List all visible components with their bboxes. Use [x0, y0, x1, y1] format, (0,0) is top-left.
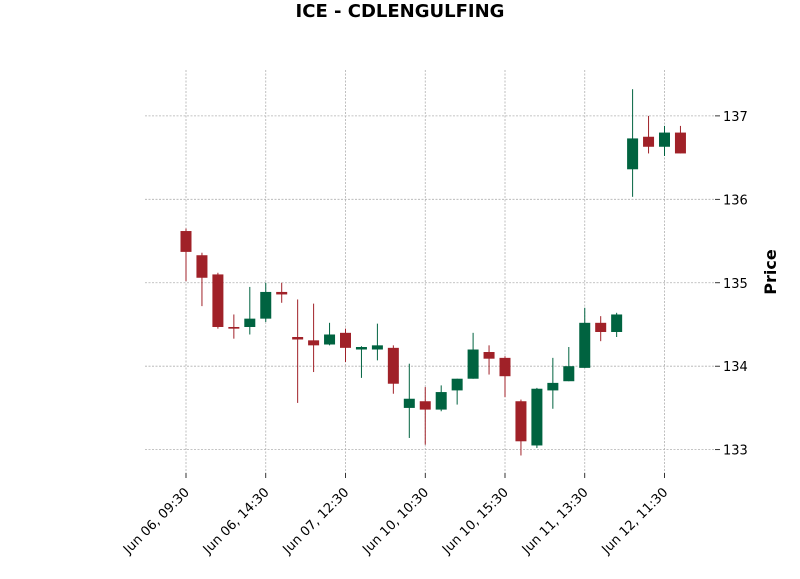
grid-layer: [145, 70, 715, 473]
candle: [579, 307, 591, 368]
candle: [659, 125, 670, 156]
candle-layer: [180, 89, 686, 456]
candle: [483, 345, 495, 375]
x-tick-label: Jun 07, 12:30: [280, 485, 353, 558]
x-tick-label: Jun 06, 09:30: [120, 485, 193, 558]
candle: [292, 299, 304, 403]
candle: [196, 252, 208, 307]
candle-body: [308, 340, 320, 346]
candle: [419, 387, 431, 445]
candle: [387, 345, 399, 394]
candle: [228, 314, 240, 339]
x-tick-label: Jun 06, 14:30: [200, 485, 273, 558]
candle-body: [244, 318, 256, 327]
candle-body: [419, 401, 431, 410]
candle-body: [515, 401, 527, 442]
candle-body: [467, 349, 479, 379]
candle-body: [387, 347, 399, 384]
candle-body: [627, 138, 639, 170]
chart-title: ICE - CDLENGULFING: [296, 1, 505, 22]
candle-body: [659, 132, 670, 147]
x-tick-label: Jun 11, 13:30: [519, 485, 592, 558]
candle-body: [212, 274, 224, 327]
x-tick-label: Jun 12, 11:30: [599, 485, 672, 558]
candle: [355, 346, 367, 378]
y-tick-label: 134: [723, 360, 748, 375]
x-tick-label: Jun 10, 10:30: [359, 485, 432, 558]
candle: [595, 316, 607, 342]
candle: [563, 347, 575, 382]
candle: [611, 312, 623, 337]
candle: [180, 228, 192, 282]
y-tick-label: 133: [723, 444, 748, 459]
candle-body: [228, 326, 240, 329]
y-tick-label: 136: [723, 193, 748, 208]
candle: [371, 323, 383, 361]
candle-body: [531, 388, 543, 446]
candle-body: [643, 136, 655, 147]
candle: [531, 387, 543, 448]
candle-body: [579, 322, 591, 368]
candle-body: [483, 352, 495, 359]
y-tick-label: 137: [723, 110, 748, 125]
x-tick-label: Jun 10, 15:30: [439, 485, 512, 558]
candle-body: [180, 231, 192, 252]
candle: [276, 282, 288, 303]
candle-body: [355, 347, 367, 350]
candle: [467, 332, 479, 379]
candle: [340, 328, 351, 363]
candle-body: [547, 382, 559, 391]
candle-body: [674, 132, 686, 154]
candle: [515, 399, 527, 456]
candle: [403, 363, 415, 438]
candle-body: [563, 366, 575, 382]
candle: [627, 89, 639, 197]
candle-body: [276, 291, 288, 295]
candle-body: [499, 357, 511, 377]
candle: [435, 385, 447, 412]
candle-body: [451, 378, 463, 391]
candle: [674, 125, 686, 154]
candle-body: [435, 392, 447, 410]
y-axis-label: Price: [761, 249, 780, 295]
candle: [643, 115, 655, 154]
candle-body: [595, 322, 607, 332]
candle: [308, 303, 320, 373]
candle-body: [324, 334, 336, 345]
candle-body: [611, 314, 623, 332]
candle-body: [196, 255, 208, 278]
candle: [212, 272, 224, 329]
candle: [324, 322, 336, 346]
candle: [451, 378, 463, 405]
candle: [547, 357, 559, 409]
candle-body: [260, 291, 272, 319]
candle: [499, 356, 511, 398]
candle: [260, 282, 272, 322]
candle-body: [371, 345, 383, 350]
axis-layer: 133 134 135 136 137 Jun 06, 09:30 Jun 06, 14:3…: [120, 110, 748, 558]
candle-body: [292, 336, 304, 340]
candle-body: [340, 332, 351, 348]
candle-body: [403, 398, 415, 408]
candle: [244, 286, 256, 335]
y-tick-label: 135: [723, 277, 748, 292]
